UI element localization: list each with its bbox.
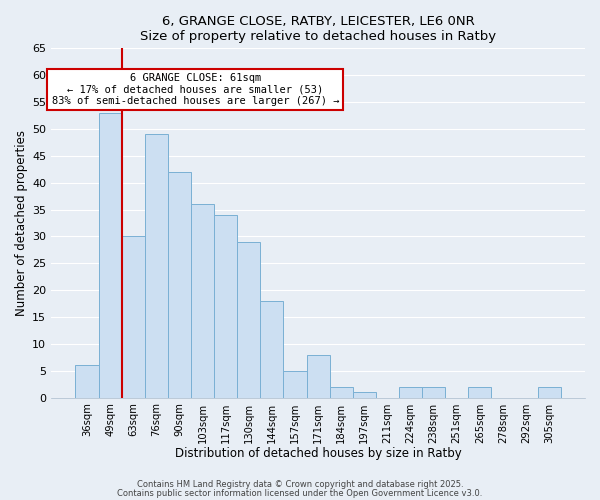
Bar bbox=[468, 387, 491, 398]
Bar bbox=[145, 134, 168, 398]
Bar bbox=[168, 172, 191, 398]
Title: 6, GRANGE CLOSE, RATBY, LEICESTER, LE6 0NR
Size of property relative to detached: 6, GRANGE CLOSE, RATBY, LEICESTER, LE6 0… bbox=[140, 15, 496, 43]
Bar bbox=[538, 387, 561, 398]
Bar bbox=[422, 387, 445, 398]
Y-axis label: Number of detached properties: Number of detached properties bbox=[15, 130, 28, 316]
Bar bbox=[98, 113, 122, 398]
X-axis label: Distribution of detached houses by size in Ratby: Distribution of detached houses by size … bbox=[175, 447, 461, 460]
Text: 6 GRANGE CLOSE: 61sqm
← 17% of detached houses are smaller (53)
83% of semi-deta: 6 GRANGE CLOSE: 61sqm ← 17% of detached … bbox=[52, 73, 339, 106]
Bar bbox=[76, 366, 98, 398]
Bar bbox=[214, 215, 237, 398]
Bar bbox=[399, 387, 422, 398]
Bar bbox=[329, 387, 353, 398]
Bar bbox=[307, 354, 329, 398]
Bar bbox=[260, 301, 283, 398]
Bar bbox=[237, 242, 260, 398]
Bar bbox=[122, 236, 145, 398]
Text: Contains HM Land Registry data © Crown copyright and database right 2025.: Contains HM Land Registry data © Crown c… bbox=[137, 480, 463, 489]
Bar bbox=[191, 204, 214, 398]
Bar bbox=[353, 392, 376, 398]
Text: Contains public sector information licensed under the Open Government Licence v3: Contains public sector information licen… bbox=[118, 488, 482, 498]
Bar bbox=[283, 370, 307, 398]
